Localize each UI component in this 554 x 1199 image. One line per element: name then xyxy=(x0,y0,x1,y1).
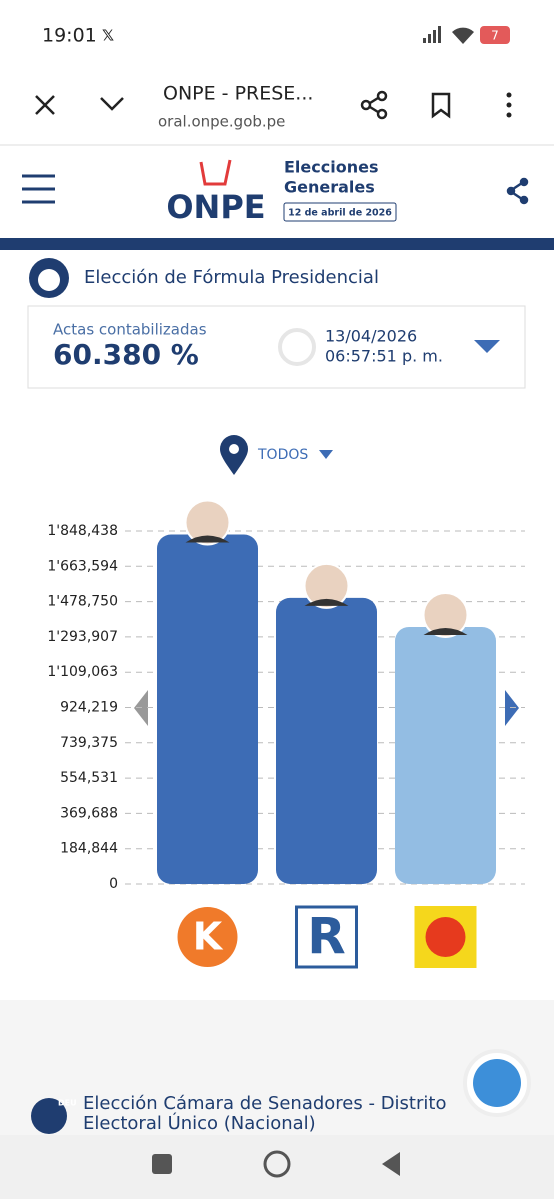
x-icon: 𝕏 xyxy=(102,27,114,45)
hamburger-menu[interactable] xyxy=(22,174,55,204)
y-tick-label: 0 xyxy=(109,876,118,892)
pin-hole xyxy=(229,444,239,454)
dropdown-arrow[interactable] xyxy=(474,340,500,353)
logo-mark xyxy=(199,159,232,186)
section-title: Elección de Fórmula Presidencial xyxy=(84,267,379,288)
signal xyxy=(423,26,441,43)
back-button[interactable] xyxy=(382,1152,400,1176)
party-logo xyxy=(177,907,238,967)
candidate-photo xyxy=(303,562,350,609)
summary-time: 06:57:51 p. m. xyxy=(325,347,443,366)
bar xyxy=(395,626,496,884)
summary-date: 13/04/2026 xyxy=(325,327,417,346)
header-line: Generales xyxy=(284,178,375,197)
y-tick-label: 1'293,907 xyxy=(47,629,118,645)
summary-card xyxy=(27,305,526,389)
party-sun xyxy=(425,917,466,957)
y-tick-label: 924,219 xyxy=(60,700,118,716)
date-badge xyxy=(283,202,397,222)
header-line: Elecciones xyxy=(284,158,378,177)
battery xyxy=(480,26,510,44)
candidate-shoulders xyxy=(423,627,468,635)
close-button[interactable] xyxy=(35,95,55,115)
clock-icon xyxy=(278,328,316,366)
summary-percent: 60.380 % xyxy=(53,338,199,371)
header-share[interactable] xyxy=(506,177,529,205)
next-title: Elección Cámara de Senadores - Distrito xyxy=(83,1093,446,1114)
next-section-bg xyxy=(0,1000,554,1135)
clock: 19:01 xyxy=(42,25,97,47)
party-logo xyxy=(295,905,358,969)
next-title: Electoral Único (Nacional) xyxy=(83,1112,316,1134)
more-button[interactable] xyxy=(506,92,512,118)
share-button[interactable] xyxy=(360,90,388,120)
party-letter: K xyxy=(193,915,224,959)
senate-icon xyxy=(31,1098,67,1134)
senate-badge: DEU xyxy=(58,1099,77,1108)
accessibility-icon[interactable] xyxy=(473,1059,521,1107)
page-title: ONPE - PRESE... xyxy=(163,83,313,105)
nav-bar xyxy=(0,1135,554,1199)
header-date: 12 de abril de 2026 xyxy=(288,208,392,219)
y-tick-label: 184,844 xyxy=(60,841,118,857)
filter-arrow[interactable] xyxy=(319,450,333,459)
candidate-shoulders xyxy=(185,535,230,543)
url: oral.onpe.gob.pe xyxy=(158,113,285,131)
battery-level: 7 xyxy=(491,29,499,43)
bar xyxy=(157,534,258,884)
home-button[interactable] xyxy=(263,1150,291,1178)
candidate-photo xyxy=(422,591,469,638)
header-stripe xyxy=(0,238,554,250)
recents-button[interactable] xyxy=(152,1154,172,1174)
bookmark-button[interactable] xyxy=(431,92,451,119)
y-tick-label: 1'109,063 xyxy=(47,664,118,680)
y-tick-label: 1'663,594 xyxy=(47,558,118,574)
logo: ONPE xyxy=(166,188,265,226)
candidate-photo xyxy=(184,499,231,546)
wifi xyxy=(452,27,474,44)
bar xyxy=(276,597,377,884)
party-letter: R xyxy=(307,908,346,966)
y-tick-label: 739,375 xyxy=(60,735,118,751)
y-tick-label: 554,531 xyxy=(60,770,118,786)
summary-label: Actas contabilizadas xyxy=(53,321,207,339)
menu-button[interactable] xyxy=(100,97,124,111)
filter-label[interactable]: TODOS xyxy=(257,447,308,463)
top-bars xyxy=(0,0,554,145)
y-tick-label: 1'478,750 xyxy=(47,594,118,610)
crest-inner xyxy=(38,269,60,291)
location-pin xyxy=(220,435,248,475)
y-tick-label: 369,688 xyxy=(60,805,118,821)
candidate-shoulders xyxy=(304,598,349,606)
y-tick-label: 1'848,438 xyxy=(47,523,118,539)
